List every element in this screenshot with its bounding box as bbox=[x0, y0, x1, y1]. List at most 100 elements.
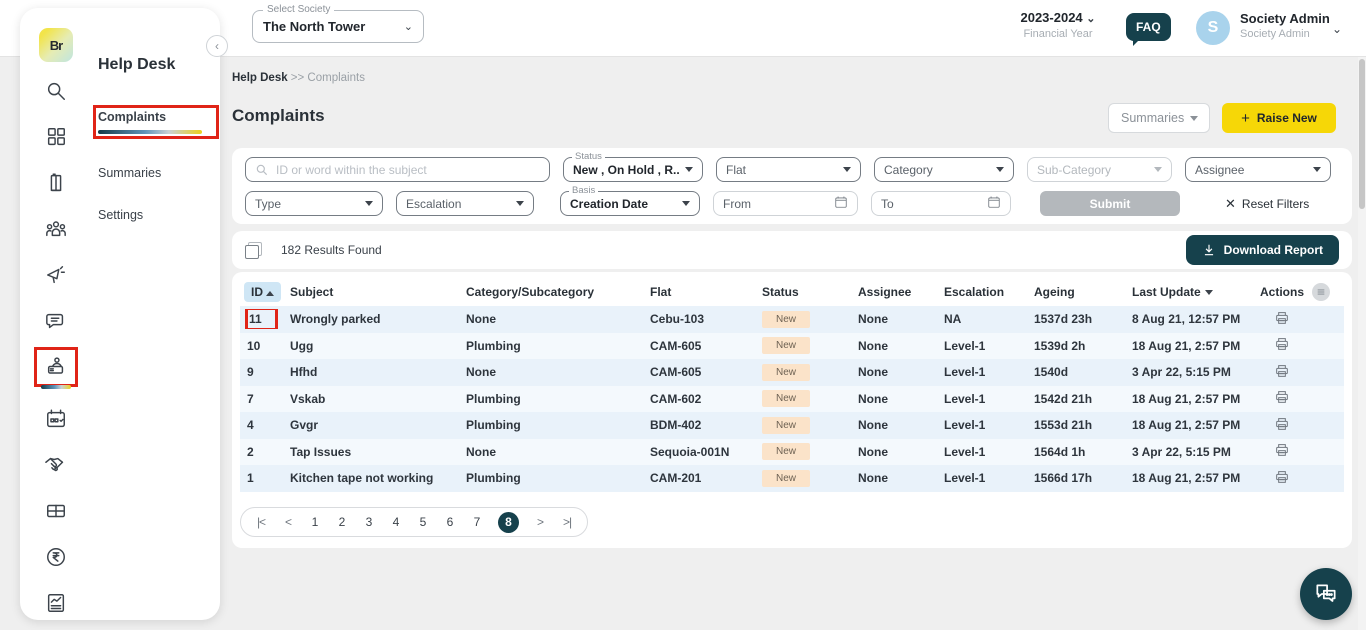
flat-filter[interactable]: Flat bbox=[716, 157, 861, 182]
print-button[interactable] bbox=[1260, 310, 1290, 329]
faq-button[interactable]: FAQ bbox=[1126, 13, 1171, 46]
summaries-dropdown[interactable]: Summaries bbox=[1108, 103, 1210, 133]
page-button-2[interactable]: 2 bbox=[338, 515, 346, 529]
chevron-down-icon bbox=[996, 167, 1004, 172]
row-flat: CAM-201 bbox=[650, 471, 702, 486]
avatar[interactable]: S bbox=[1196, 11, 1230, 45]
sidebar-item-facility[interactable] bbox=[39, 496, 73, 526]
submenu-item-settings[interactable]: Settings bbox=[98, 208, 214, 222]
sort-asc-icon bbox=[266, 291, 275, 296]
user-menu-chevron-icon[interactable]: ⌄ bbox=[1332, 22, 1343, 36]
type-filter[interactable]: Type bbox=[245, 191, 383, 216]
financial-year-select[interactable]: 2023-2024 ⌄ Financial Year bbox=[1008, 10, 1108, 40]
submenu-item-summaries[interactable]: Summaries bbox=[98, 166, 214, 180]
row-assignee: None bbox=[858, 391, 888, 406]
submenu-item-complaints[interactable]: Complaints bbox=[93, 105, 219, 139]
printer-icon bbox=[1276, 338, 1288, 351]
page-button-8-active[interactable]: 8 bbox=[498, 511, 519, 533]
page-button-5[interactable]: 5 bbox=[419, 515, 427, 529]
row-assignee: None bbox=[858, 418, 888, 433]
dashboard-icon bbox=[47, 128, 65, 146]
plus-icon: + bbox=[1241, 109, 1250, 127]
reset-filters-button[interactable]: ✕ Reset Filters bbox=[1225, 191, 1309, 216]
table-row[interactable]: 11 Wrongly parked None Cebu-103 New None… bbox=[240, 306, 1344, 333]
helpdesk-submenu: Help Desk Complaints Summaries Settings bbox=[93, 56, 219, 250]
status-badge: New bbox=[762, 310, 811, 328]
prev-page-button[interactable]: < bbox=[284, 515, 292, 529]
print-button[interactable] bbox=[1260, 389, 1290, 408]
status-badge: New bbox=[762, 443, 811, 461]
sidebar-item-bookings[interactable] bbox=[39, 404, 73, 434]
row-ageing: 1542d 21h bbox=[1034, 391, 1093, 406]
sidebar-item-helpdesk[interactable] bbox=[34, 347, 78, 389]
table-row[interactable]: 7 Vskab Plumbing CAM-602 New None Level-… bbox=[240, 385, 1344, 412]
print-button[interactable] bbox=[1260, 363, 1290, 382]
column-settings-icon[interactable] bbox=[1312, 283, 1331, 301]
table-row[interactable]: 1 Kitchen tape not working Plumbing CAM-… bbox=[240, 465, 1344, 492]
print-button[interactable] bbox=[1260, 469, 1290, 488]
sidebar-item-announcement[interactable] bbox=[39, 260, 73, 290]
first-page-button[interactable]: |< bbox=[256, 515, 266, 529]
to-date-placeholder: To bbox=[881, 196, 894, 211]
category-filter[interactable]: Category bbox=[874, 157, 1014, 182]
facility-icon bbox=[47, 504, 65, 518]
page-button-4[interactable]: 4 bbox=[392, 515, 400, 529]
submit-button[interactable]: Submit bbox=[1040, 191, 1180, 216]
page-button-3[interactable]: 3 bbox=[365, 515, 373, 529]
category-filter-value: Category bbox=[884, 162, 933, 177]
scrollbar-thumb[interactable] bbox=[1359, 59, 1365, 209]
row-category: Plumbing bbox=[466, 391, 521, 406]
from-date-field[interactable]: From bbox=[713, 191, 858, 216]
sort-by-last-update[interactable]: Last Update bbox=[1128, 285, 1256, 299]
chat-support-button[interactable] bbox=[1300, 568, 1352, 620]
society-select[interactable]: Select Society The North Tower ⌄ bbox=[252, 4, 424, 43]
escalation-filter[interactable]: Escalation bbox=[396, 191, 534, 216]
table-header-row: ID Subject Category/Subcategory Flat Sta… bbox=[240, 278, 1344, 306]
table-body: 11 Wrongly parked None Cebu-103 New None… bbox=[240, 306, 1344, 492]
next-page-button[interactable]: > bbox=[536, 515, 544, 529]
sidebar-item-home[interactable]: Br bbox=[39, 28, 73, 62]
row-subject: Hfhd bbox=[290, 365, 318, 380]
table-row[interactable]: 9 Hfhd None CAM-605 New None Level-1 154… bbox=[240, 359, 1344, 386]
to-date-field[interactable]: To bbox=[871, 191, 1011, 216]
page-button-6[interactable]: 6 bbox=[446, 515, 454, 529]
app-logo: Br bbox=[39, 28, 73, 62]
sidebar-item-community[interactable] bbox=[39, 214, 73, 244]
subject-search-field[interactable] bbox=[245, 157, 550, 182]
user-menu[interactable]: Society Admin Society Admin bbox=[1240, 11, 1330, 40]
table-row[interactable]: 4 Gvgr Plumbing BDM-402 New None Level-1… bbox=[240, 412, 1344, 439]
sort-by-id[interactable]: ID bbox=[244, 282, 282, 302]
basis-filter[interactable]: Basis Creation Date bbox=[560, 185, 700, 216]
basis-filter-label: Basis bbox=[569, 185, 599, 196]
print-button[interactable] bbox=[1260, 336, 1290, 355]
sidebar-item-handshake[interactable] bbox=[39, 450, 73, 480]
financial-year-value: 2023-2024 ⌄ bbox=[1020, 10, 1096, 25]
download-report-button[interactable]: Download Report bbox=[1185, 235, 1339, 265]
last-page-button[interactable]: >| bbox=[562, 515, 572, 529]
table-row[interactable]: 10 Ugg Plumbing CAM-605 New None Level-1… bbox=[240, 332, 1344, 359]
status-filter[interactable]: Status New , On Hold , R... bbox=[563, 151, 703, 182]
table-row[interactable]: 2 Tap Issues None Sequoia-001N New None … bbox=[240, 438, 1344, 465]
subject-search-input[interactable] bbox=[276, 162, 540, 177]
raise-new-button[interactable]: + Raise New bbox=[1222, 103, 1336, 133]
scrollbar[interactable] bbox=[1358, 57, 1366, 630]
sidebar-item-reports[interactable] bbox=[39, 588, 73, 618]
assignee-filter[interactable]: Assignee bbox=[1185, 157, 1331, 182]
collapse-sidebar-button[interactable]: ‹ bbox=[206, 35, 228, 57]
sidebar-item-payments[interactable] bbox=[39, 542, 73, 572]
sidebar-item-dashboard[interactable] bbox=[39, 122, 73, 152]
society-select-label: Select Society bbox=[263, 4, 335, 15]
sidebar-item-search[interactable] bbox=[39, 76, 73, 106]
escalation-filter-value: Escalation bbox=[406, 196, 462, 211]
sidebar-item-building[interactable] bbox=[39, 168, 73, 198]
print-button[interactable] bbox=[1260, 416, 1290, 435]
page-button-7[interactable]: 7 bbox=[473, 515, 481, 529]
sidebar-item-discussion[interactable] bbox=[39, 306, 73, 336]
breadcrumb-root[interactable]: Help Desk bbox=[232, 72, 288, 84]
page-button-1[interactable]: 1 bbox=[311, 515, 319, 529]
page-title: Complaints bbox=[232, 106, 325, 125]
print-button[interactable] bbox=[1260, 442, 1290, 461]
row-ageing: 1553d 21h bbox=[1034, 418, 1093, 433]
select-all-checkbox[interactable] bbox=[245, 242, 262, 259]
row-last-update: 18 Aug 21, 2:57 PM bbox=[1132, 471, 1241, 486]
